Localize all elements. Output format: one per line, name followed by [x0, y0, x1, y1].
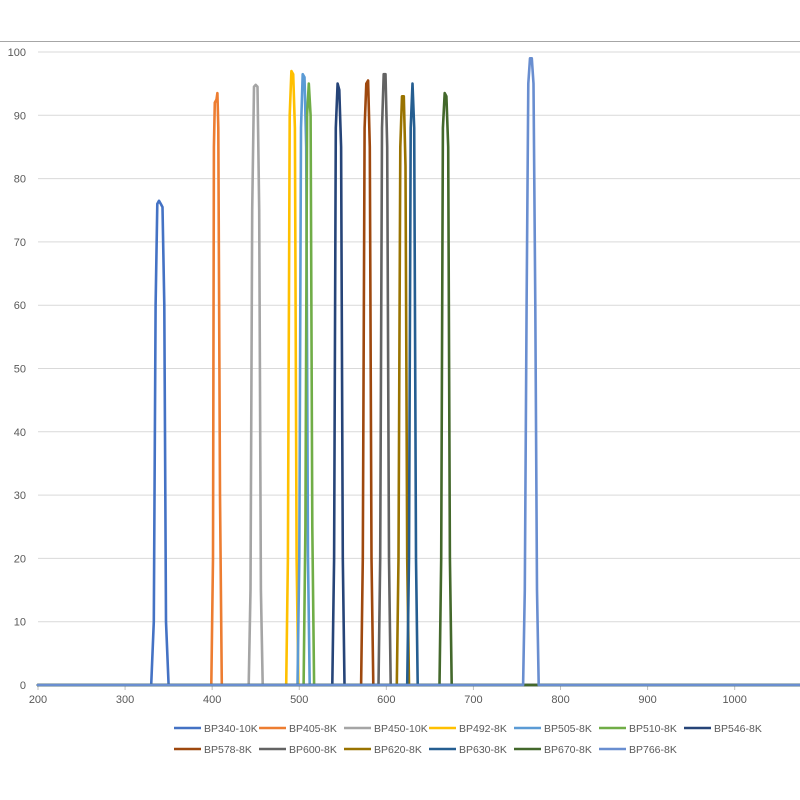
legend-item-bp546-8k: BP546-8K	[684, 723, 762, 735]
legend-item-bp405-8k: BP405-8K	[259, 723, 337, 735]
series-line-bp630-8k	[36, 82, 800, 687]
y-tick-label: 0	[20, 680, 26, 692]
legend-item-bp578-8k: BP578-8K	[174, 744, 252, 756]
legend-label: BP630-8K	[459, 744, 507, 756]
x-tick-label: 500	[290, 694, 308, 706]
y-tick-label: 30	[14, 490, 26, 502]
y-tick-label: 50	[14, 364, 26, 376]
legend-item-bp505-8k: BP505-8K	[514, 723, 592, 735]
x-tick-label: 900	[638, 694, 656, 706]
x-tick-label: 700	[464, 694, 482, 706]
legend-item-bp600-8k: BP600-8K	[259, 744, 337, 756]
series-line-bp492-8k	[36, 69, 800, 687]
y-tick-label: 70	[14, 237, 26, 249]
series-line-bp600-8k	[36, 72, 800, 687]
legend-label: BP450-10K	[374, 723, 428, 735]
y-tick-label: 100	[8, 47, 26, 59]
legend-label: BP505-8K	[544, 723, 592, 735]
legend-label: BP670-8K	[544, 744, 592, 756]
x-tick-label: 300	[116, 694, 134, 706]
legend-label: BP600-8K	[289, 744, 337, 756]
gridlines	[38, 51, 800, 623]
legend-label: BP578-8K	[204, 744, 252, 756]
legend-label: BP492-8K	[459, 723, 507, 735]
series-lines	[36, 56, 800, 687]
legend-label: BP766-8K	[629, 744, 677, 756]
x-tick-label: 600	[377, 694, 395, 706]
legend-label: BP405-8K	[289, 723, 337, 735]
legend-item-bp670-8k: BP670-8K	[514, 744, 592, 756]
axes: 0 10 20 30 40 50 60 70 80 90 100 200 300 400 500 600 700…	[8, 47, 800, 706]
y-tick-label: 90	[14, 110, 26, 122]
legend-item-bp340-10k: BP340-10K	[174, 723, 258, 735]
series-line-bp670-8k	[36, 91, 800, 687]
series-line-bp546-8k	[36, 82, 800, 687]
legend: BP340-10K BP405-8K BP450-10K BP492-8K BP505-…	[174, 723, 762, 756]
legend-item-bp492-8k: BP492-8K	[429, 723, 507, 735]
y-tick-label: 40	[14, 427, 26, 439]
y-tick-label: 10	[14, 617, 26, 629]
series-line-bp450-10k	[36, 83, 800, 687]
legend-label: BP546-8K	[714, 723, 762, 735]
series-line-bp766-8k	[36, 56, 800, 687]
x-tick-label: 800	[551, 694, 569, 706]
series-line-bp340-10k	[36, 199, 800, 687]
series-line-bp578-8k	[36, 79, 800, 687]
x-tick-label: 1000	[722, 694, 746, 706]
series-line-bp505-8k	[36, 72, 800, 687]
x-tick-label: 200	[29, 694, 47, 706]
y-tick-label: 80	[14, 174, 26, 186]
legend-item-bp450-10k: BP450-10K	[344, 723, 428, 735]
series-line-bp405-8k	[36, 91, 800, 687]
legend-item-bp630-8k: BP630-8K	[429, 744, 507, 756]
x-tick-label: 400	[203, 694, 221, 706]
legend-item-bp510-8k: BP510-8K	[599, 723, 677, 735]
series-line-bp510-8k	[36, 82, 800, 687]
legend-label: BP340-10K	[204, 723, 258, 735]
legend-label: BP510-8K	[629, 723, 677, 735]
legend-label: BP620-8K	[374, 744, 422, 756]
y-tick-label: 20	[14, 553, 26, 565]
series-line-bp620-8k	[36, 95, 800, 687]
legend-item-bp766-8k: BP766-8K	[599, 744, 677, 756]
legend-item-bp620-8k: BP620-8K	[344, 744, 422, 756]
y-tick-label: 60	[14, 300, 26, 312]
top-border-line	[0, 41, 800, 42]
